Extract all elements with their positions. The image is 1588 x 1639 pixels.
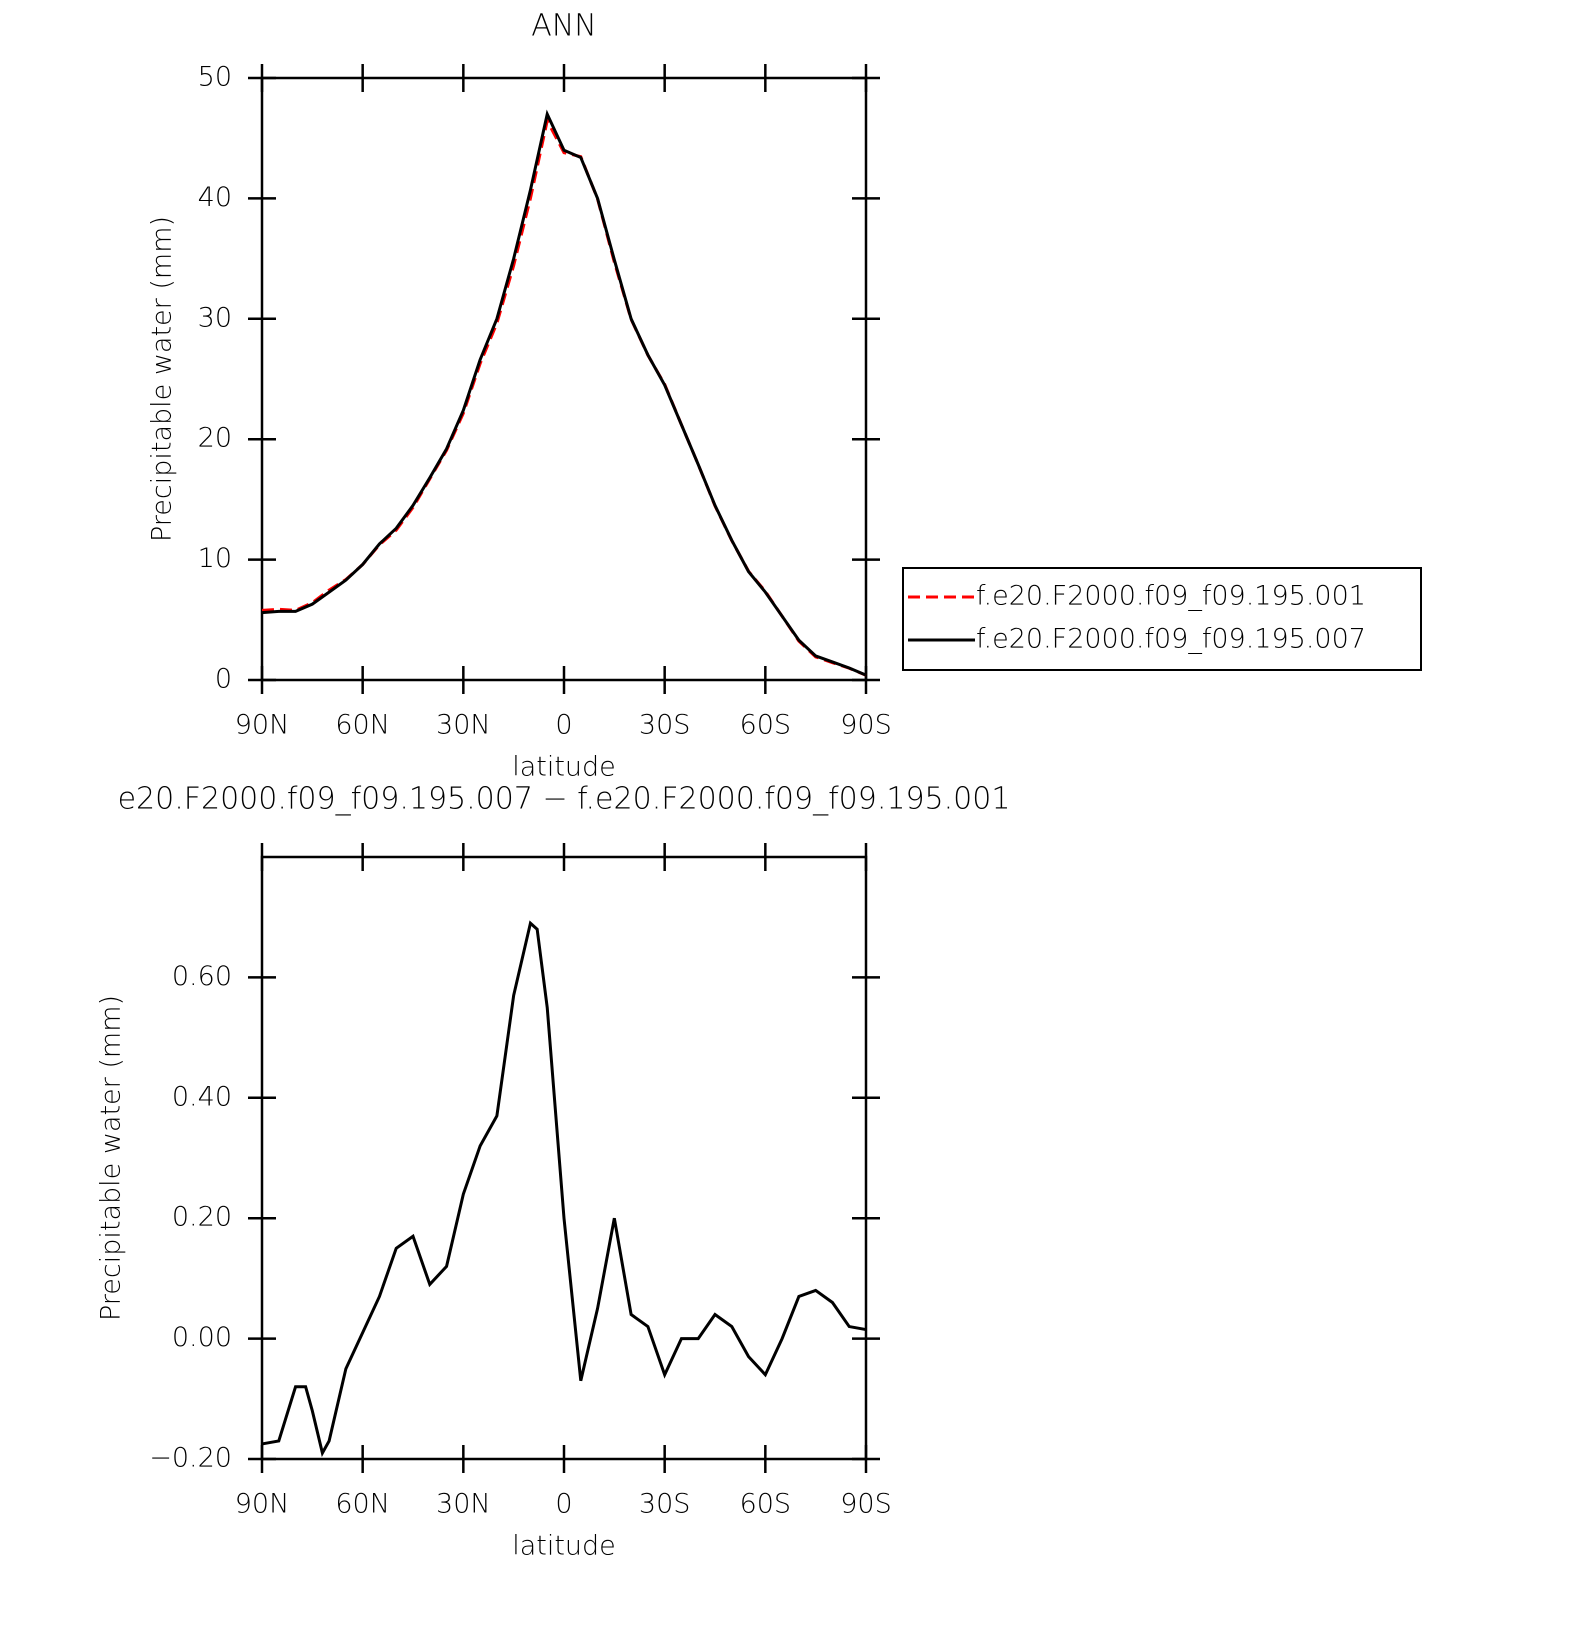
x-tick-label: 0 xyxy=(555,1489,572,1520)
x-axis-label: latitude xyxy=(512,1531,616,1562)
y-tick-label: 40 xyxy=(198,182,232,213)
y-tick-label: 30 xyxy=(198,302,232,333)
x-tick-label: 30S xyxy=(639,1489,691,1520)
legend-box xyxy=(902,567,1422,671)
x-tick-label: 60N xyxy=(335,710,390,741)
series-line xyxy=(261,109,867,677)
x-tick-label: 60N xyxy=(335,1489,390,1520)
y-tick-label: 0.00 xyxy=(172,1322,232,1353)
y-tick-label: −0.20 xyxy=(149,1443,232,1474)
x-tick-label: 90N xyxy=(235,1489,290,1520)
y-tick-label: 20 xyxy=(198,423,232,454)
y-tick-label: 50 xyxy=(198,62,232,93)
series-line xyxy=(261,920,867,1458)
plot-frame xyxy=(260,855,868,1461)
y-axis-label: Precipitable water (mm) xyxy=(147,216,178,542)
x-tick-label: 0 xyxy=(555,710,572,741)
chart-title: ANN xyxy=(531,9,596,44)
x-tick-label: 30N xyxy=(436,1489,491,1520)
x-tick-label: 90S xyxy=(840,710,892,741)
y-tick-label: 0 xyxy=(215,664,232,695)
y-tick-label: 0.40 xyxy=(172,1081,232,1112)
y-axis-label: Precipitable water (mm) xyxy=(96,995,127,1321)
legend-label: f.e20.F2000.f09_f09.195.007 xyxy=(976,624,1366,655)
x-tick-label: 60S xyxy=(740,710,792,741)
chart-title: e20.F2000.f09_f09.195.007 − f.e20.F2000.… xyxy=(118,782,1011,817)
y-tick-label: 0.60 xyxy=(172,961,232,992)
legend-label: f.e20.F2000.f09_f09.195.001 xyxy=(976,581,1366,612)
y-tick-label: 0.20 xyxy=(172,1202,232,1233)
x-tick-label: 60S xyxy=(740,1489,792,1520)
x-tick-label: 90N xyxy=(235,710,290,741)
plot-frame xyxy=(260,76,868,682)
x-tick-label: 30N xyxy=(436,710,491,741)
series-line xyxy=(261,116,867,677)
x-tick-label: 30S xyxy=(639,710,691,741)
x-tick-label: 90S xyxy=(840,1489,892,1520)
x-axis-label: latitude xyxy=(512,752,616,783)
y-tick-label: 10 xyxy=(198,543,232,574)
